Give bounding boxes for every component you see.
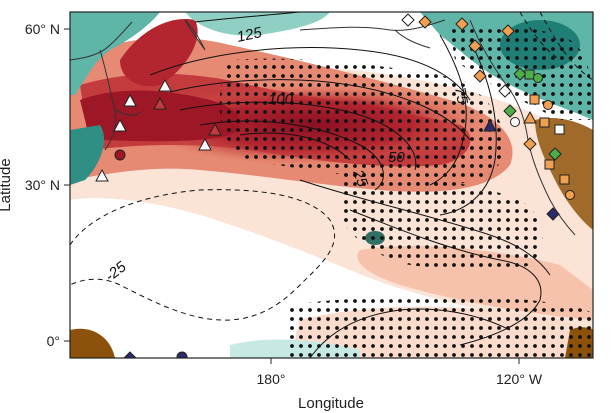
- station-diamond-white: [401, 13, 415, 27]
- station-diamond-navy: [546, 207, 560, 221]
- station-square-orange: [539, 117, 550, 128]
- contour-100: [169, 79, 471, 141]
- station-triangle-white: [123, 93, 137, 107]
- stipple-north-pacific: [219, 58, 506, 185]
- station-diamond-orange: [468, 39, 482, 53]
- stipple-south: [285, 296, 593, 358]
- contour-75: [179, 101, 417, 171]
- contour-east-2: [439, 39, 497, 216]
- latitude-axis: 60° N 30° N 0°: [25, 21, 70, 349]
- contour-neg-northeast-2: [519, 12, 561, 61]
- contours: [149, 12, 551, 358]
- station-triangle-red: [208, 122, 222, 136]
- contour-label-125: 125: [235, 24, 264, 46]
- station-diamond-orange: [523, 137, 537, 151]
- contour-label-75: 75: [451, 86, 471, 106]
- station-diamond-white: [498, 84, 512, 98]
- station-circle-orange: [543, 100, 553, 110]
- lon-tick-label-180: 180°: [257, 371, 286, 387]
- station-diamond-green: [503, 104, 517, 118]
- station-circle-white: [510, 117, 520, 127]
- station-triangle-white: [113, 118, 127, 132]
- contour-label-50: 50: [388, 149, 405, 166]
- station-diamond-orange: [455, 17, 469, 31]
- station-diamond-orange: [418, 15, 432, 29]
- contour-south: [349, 209, 542, 346]
- contour-label-100: 100: [268, 91, 294, 108]
- map-panel: 125 100 75 50 25 -25: [70, 12, 593, 358]
- contour-neg-northeast-1: [539, 12, 593, 81]
- station-square-green: [524, 69, 535, 80]
- coastline-alaska: [299, 19, 446, 49]
- station-circle-green: [533, 73, 543, 83]
- cool-anomaly-north: [185, 12, 330, 36]
- station-triangle-orange: [523, 110, 537, 124]
- lat-tick-label-30n: 30° N: [25, 177, 60, 193]
- station-square-orange: [559, 174, 570, 185]
- station-triangle-white: [198, 137, 212, 151]
- station-diamond-orange: [473, 69, 487, 83]
- contour-25: [299, 179, 551, 276]
- station-diamond-green: [513, 67, 527, 81]
- contour-label-25: 25: [349, 167, 371, 190]
- lon-tick-label-120w: 120° W: [496, 371, 543, 387]
- x-axis-title: Longitude: [298, 395, 364, 412]
- station-circle-navy: [176, 351, 188, 358]
- contour-east-1: [429, 34, 467, 186]
- coastline-asia: [70, 21, 141, 151]
- station-square-white: [554, 124, 565, 135]
- contour-50: [199, 120, 384, 191]
- brown-land-east: [535, 118, 593, 230]
- warm-anomaly-northwest: [120, 19, 198, 87]
- cool-anomaly-west: [70, 125, 105, 185]
- station-markers: [95, 13, 575, 358]
- station-triangle-white: [158, 78, 172, 92]
- station-square-orange: [544, 159, 555, 170]
- cool-anomaly-northwest: [70, 12, 160, 95]
- lat-tick-label-60n: 60° N: [25, 21, 60, 37]
- station-circle-red: [114, 149, 126, 161]
- contour-neg-25: [70, 189, 336, 321]
- station-triangle-navy: [483, 118, 497, 132]
- station-diamond-green: [548, 147, 562, 161]
- longitude-axis: 180° 120° W: [257, 358, 543, 387]
- lat-tick-label-0: 0°: [47, 333, 60, 349]
- contour-equator: [309, 308, 511, 358]
- contour-125: [194, 12, 301, 23]
- station-square-orange: [529, 94, 540, 105]
- coastline-kamchatka: [184, 19, 206, 51]
- station-triangle-red: [153, 96, 167, 110]
- contour-outer: [149, 47, 471, 101]
- contour-inner: [239, 132, 351, 161]
- station-diamond-navy: [123, 351, 137, 358]
- station-circle-orange: [565, 190, 575, 200]
- station-triangle-white: [95, 168, 109, 182]
- brown-land-southwest: [70, 328, 115, 358]
- y-axis-title: Latitude: [0, 158, 14, 211]
- negative-contours: [70, 12, 593, 321]
- station-diamond-orange: [501, 24, 515, 38]
